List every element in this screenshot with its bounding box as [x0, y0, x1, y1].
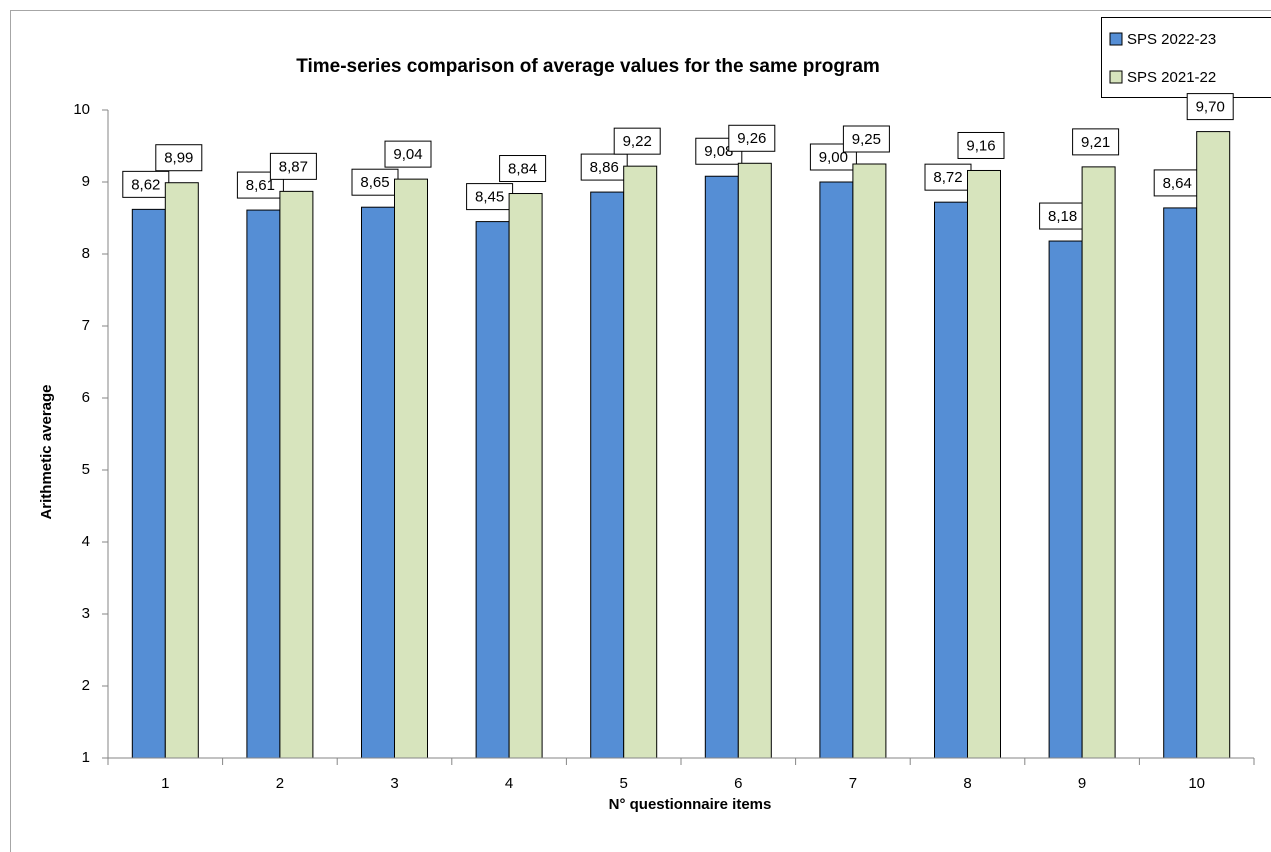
bar	[934, 201, 968, 759]
value-label: 8,87	[279, 158, 308, 175]
legend-label: SPS 2021-22	[1127, 69, 1216, 86]
chart-border	[10, 10, 1271, 852]
bar	[508, 193, 543, 759]
value-label-box	[957, 131, 1005, 159]
value-label-box	[924, 163, 972, 191]
value-label-box	[351, 168, 399, 196]
value-label: 8,18	[1048, 208, 1077, 225]
value-label: 9,26	[737, 130, 766, 147]
value-label: 8,84	[508, 160, 537, 177]
y-tick-label: 3	[82, 605, 90, 622]
value-label: 9,25	[852, 131, 881, 148]
bar	[475, 221, 510, 759]
y-tick-label: 9	[82, 173, 90, 190]
x-tick-label: 3	[390, 775, 398, 792]
value-label: 8,86	[590, 159, 619, 176]
y-tick-label: 6	[82, 389, 90, 406]
value-label-box	[499, 155, 547, 183]
value-label-box	[613, 127, 661, 155]
bar	[279, 190, 314, 759]
value-label-box	[728, 124, 776, 152]
value-label-box	[269, 152, 317, 180]
x-tick-label: 4	[505, 775, 513, 792]
y-tick-label: 5	[82, 461, 90, 478]
value-label: 8,45	[475, 189, 504, 206]
legend-label: SPS 2022-23	[1127, 31, 1216, 48]
bar	[819, 181, 854, 759]
legend-swatch	[1109, 32, 1123, 46]
value-label: 8,64	[1163, 175, 1192, 192]
value-label: 9,16	[966, 137, 995, 154]
y-tick-label: 1	[82, 749, 90, 766]
value-label: 9,21	[1081, 134, 1110, 151]
legend-swatch	[1109, 70, 1123, 84]
x-axis-label: N° questionnaire items	[609, 796, 772, 813]
chart-title: Time-series comparison of average values…	[296, 56, 880, 77]
value-label-box	[122, 170, 170, 198]
value-label-box	[580, 153, 628, 181]
value-label-box	[155, 144, 203, 172]
value-label: 9,08	[704, 143, 733, 160]
y-tick-label: 4	[82, 533, 90, 550]
bar	[1163, 207, 1198, 759]
value-label: 8,99	[164, 150, 193, 167]
x-tick-label: 2	[276, 775, 284, 792]
bar	[623, 165, 658, 759]
bar	[164, 182, 199, 759]
bar	[737, 162, 772, 759]
bar	[1048, 240, 1083, 759]
bar	[361, 206, 395, 759]
bar	[704, 175, 739, 759]
value-label-box	[1153, 169, 1201, 197]
value-label: 8,65	[360, 174, 389, 191]
x-tick-label: 1	[161, 775, 169, 792]
y-tick-label: 8	[82, 245, 90, 262]
y-axis-label: Arithmetic average	[38, 384, 55, 519]
bar	[131, 208, 166, 759]
value-label-box	[384, 140, 432, 168]
value-label: 9,00	[819, 149, 848, 166]
x-tick-label: 6	[734, 775, 742, 792]
value-label-box	[1072, 128, 1120, 156]
x-tick-label: 9	[1078, 775, 1086, 792]
value-label-box	[466, 183, 514, 211]
value-label: 8,72	[933, 169, 962, 186]
value-label: 9,22	[623, 133, 652, 150]
bar	[967, 169, 1001, 759]
x-tick-label: 5	[620, 775, 628, 792]
value-label: 8,61	[246, 177, 275, 194]
value-label: 9,70	[1196, 99, 1225, 116]
x-tick-label: 7	[849, 775, 857, 792]
bar	[246, 209, 281, 759]
bar	[1081, 166, 1116, 759]
y-tick-label: 2	[82, 677, 90, 694]
bar	[852, 163, 887, 759]
bar	[394, 178, 428, 759]
value-label: 9,04	[393, 146, 422, 163]
x-tick-label: 10	[1188, 775, 1205, 792]
value-label: 8,62	[131, 176, 160, 193]
bar	[590, 191, 625, 759]
value-label-box	[1186, 93, 1234, 121]
y-tick-label: 10	[73, 101, 90, 118]
value-label-box	[842, 125, 890, 153]
x-tick-label: 8	[963, 775, 971, 792]
bar	[1196, 131, 1231, 759]
y-tick-label: 7	[82, 317, 90, 334]
